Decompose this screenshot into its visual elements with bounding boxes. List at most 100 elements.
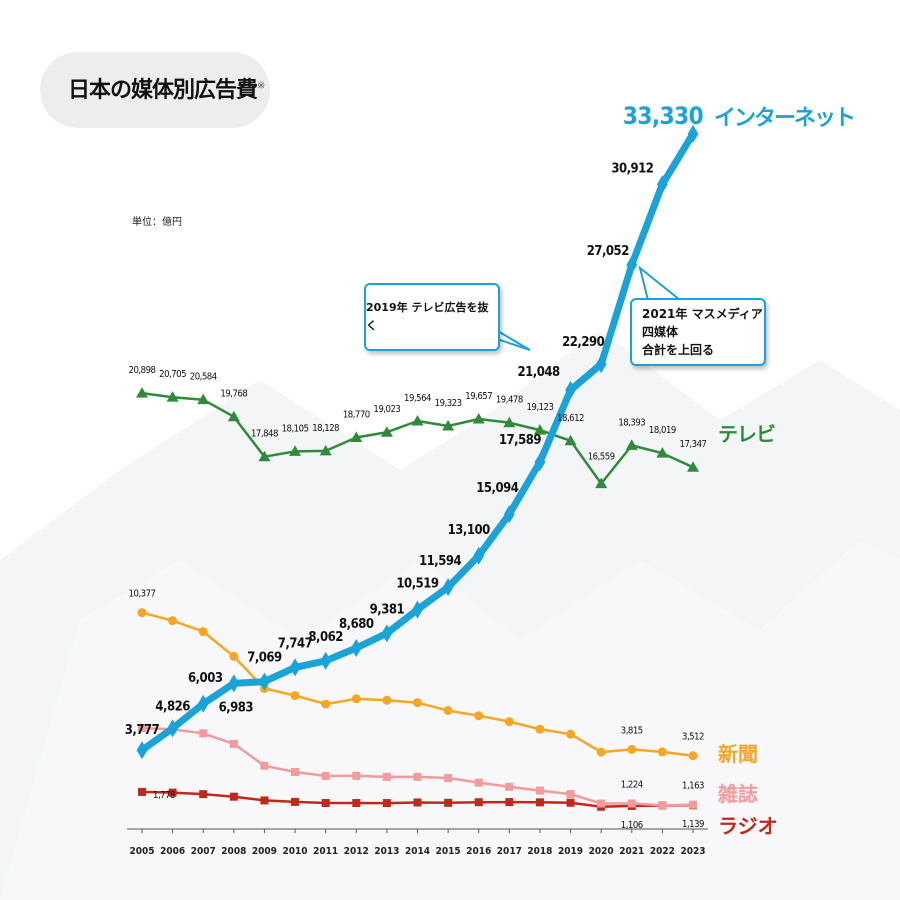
data-label-internet-2009: 7,069: [247, 651, 282, 666]
point-radio-2010: [291, 797, 300, 806]
point-magazine-2017: [505, 782, 514, 791]
data-label-internet-2013: 9,381: [370, 602, 405, 617]
data-label-internet-2015: 11,594: [419, 554, 461, 569]
point-magazine-2013: [382, 772, 391, 781]
point-radio-2013: [382, 799, 391, 808]
series-label-internet: インターネット: [714, 106, 856, 131]
x-tick-label-2005: 2005: [129, 846, 154, 857]
data-label-internet-2019: 21,048: [517, 365, 559, 380]
point-newspaper-2014: [413, 698, 422, 708]
point-radio-2008: [229, 792, 238, 801]
point-internet-2017: [503, 505, 515, 524]
x-tick-label-2013: 2013: [374, 846, 399, 857]
data-label-internet-2006: 4,826: [155, 699, 190, 714]
point-tv-2015: [442, 419, 455, 431]
data-label-internet-2005: 3,777: [125, 723, 160, 738]
point-tv-2012: [350, 431, 363, 443]
data-label-tv-2022: 18,019: [649, 425, 676, 436]
unit-label: 単位：億円: [132, 217, 182, 228]
point-magazine-2021: [627, 799, 636, 808]
chart-title-text: 日本の媒体別広告費: [68, 78, 258, 103]
point-radio-2014: [413, 798, 422, 807]
x-tick-label-2022: 2022: [650, 846, 675, 857]
x-axis-ticks: 2005 2006 2007 2008 2009 2010 2011 2012 2013 2014…: [129, 829, 706, 857]
data-label-internet-2023: 33,330: [623, 102, 703, 130]
data-label-radio-2023: 1,139: [682, 819, 704, 830]
point-newspaper-2012: [351, 694, 361, 704]
point-magazine-2022: [658, 801, 667, 810]
background-mountains: [0, 330, 900, 900]
x-tick-label-2012: 2012: [344, 846, 369, 857]
point-radio-2007: [199, 790, 208, 799]
point-tv-2009: [258, 450, 271, 462]
data-label-tv-2023: 17,347: [680, 439, 707, 450]
title-pill: [40, 52, 270, 128]
point-internet-2018: [534, 453, 546, 472]
data-label-magazine-2023: 1,163: [682, 781, 704, 792]
x-tick-label-2008: 2008: [221, 846, 246, 857]
point-newspaper-2021: [627, 744, 637, 754]
data-label-tv-2008: 19,768: [220, 389, 247, 400]
x-tick-label-2016: 2016: [466, 846, 491, 857]
callout-2019-text: 2019年 テレビ広告を抜く: [366, 301, 489, 332]
point-tv-2019: [564, 434, 577, 446]
point-tv-2021: [625, 439, 638, 450]
data-label-tv-2018: 19,123: [526, 402, 553, 413]
data-label-internet-2007: 6,003: [188, 671, 223, 686]
x-tick-label-2019: 2019: [558, 846, 583, 857]
point-tv-2020: [595, 477, 608, 489]
data-label-radio-2005: 1,778: [153, 790, 175, 801]
point-internet-2013: [381, 624, 393, 643]
data-label-tv-2007: 20,584: [190, 372, 217, 383]
point-radio-2011: [321, 798, 330, 807]
data-label-internet-2008: 6,983: [219, 700, 254, 715]
data-label-newspaper-2005: 10,377: [129, 589, 156, 600]
point-radio-2005: [138, 787, 146, 796]
series-label-magazine: 雑誌: [718, 782, 758, 806]
point-magazine-2020: [597, 799, 606, 808]
point-internet-2022: [656, 175, 668, 194]
data-label-tv-2009: 17,848: [251, 429, 278, 440]
point-magazine-2009: [260, 761, 269, 770]
point-internet-2011: [320, 651, 332, 670]
point-radio-2009: [260, 796, 269, 805]
point-magazine-2019: [566, 790, 575, 799]
data-label-newspaper-2023: 3,512: [682, 732, 704, 743]
data-label-tv-2011: 18,128: [312, 423, 339, 434]
data-label-internet-2020: 22,290: [562, 335, 604, 350]
point-internet-2016: [473, 546, 485, 565]
point-tv-2007: [197, 393, 210, 405]
point-newspaper-2022: [657, 747, 667, 757]
point-newspaper-2005: [137, 608, 147, 618]
point-internet-2020: [595, 355, 607, 374]
series-newspaper: [137, 608, 698, 761]
point-newspaper-2006: [168, 616, 178, 626]
point-internet-2005: [136, 741, 148, 760]
x-tick-label-2020: 2020: [589, 846, 614, 857]
point-tv-2008: [227, 410, 240, 422]
x-tick-label-2021: 2021: [619, 846, 644, 857]
point-radio-2016: [474, 798, 483, 807]
series-label-tv: テレビ: [718, 422, 776, 446]
point-tv-2023: [687, 461, 699, 472]
point-radio-2015: [444, 798, 453, 807]
x-tick-label-2006: 2006: [160, 846, 185, 857]
point-tv-2022: [656, 447, 669, 458]
point-internet-2007: [197, 694, 209, 713]
data-label-tv-2006: 20,705: [159, 369, 186, 380]
data-label-internet-2012: 8,680: [339, 617, 374, 632]
series-label-radio: ラジオ: [718, 814, 778, 838]
point-newspaper-2017: [504, 717, 514, 727]
x-tick-label-2007: 2007: [191, 846, 216, 857]
data-label-tv-2016: 19,657: [465, 391, 492, 402]
data-label-tv-2012: 18,770: [343, 410, 370, 421]
point-newspaper-2018: [535, 724, 545, 734]
point-magazine-2016: [474, 778, 483, 787]
series-label-newspaper: 新聞: [718, 742, 758, 766]
point-magazine-2010: [291, 767, 300, 776]
callout-2021-tail: [638, 265, 683, 301]
data-label-internet-2016: 13,100: [448, 523, 490, 538]
point-tv-2014: [411, 414, 424, 426]
point-newspaper-2013: [382, 695, 392, 705]
